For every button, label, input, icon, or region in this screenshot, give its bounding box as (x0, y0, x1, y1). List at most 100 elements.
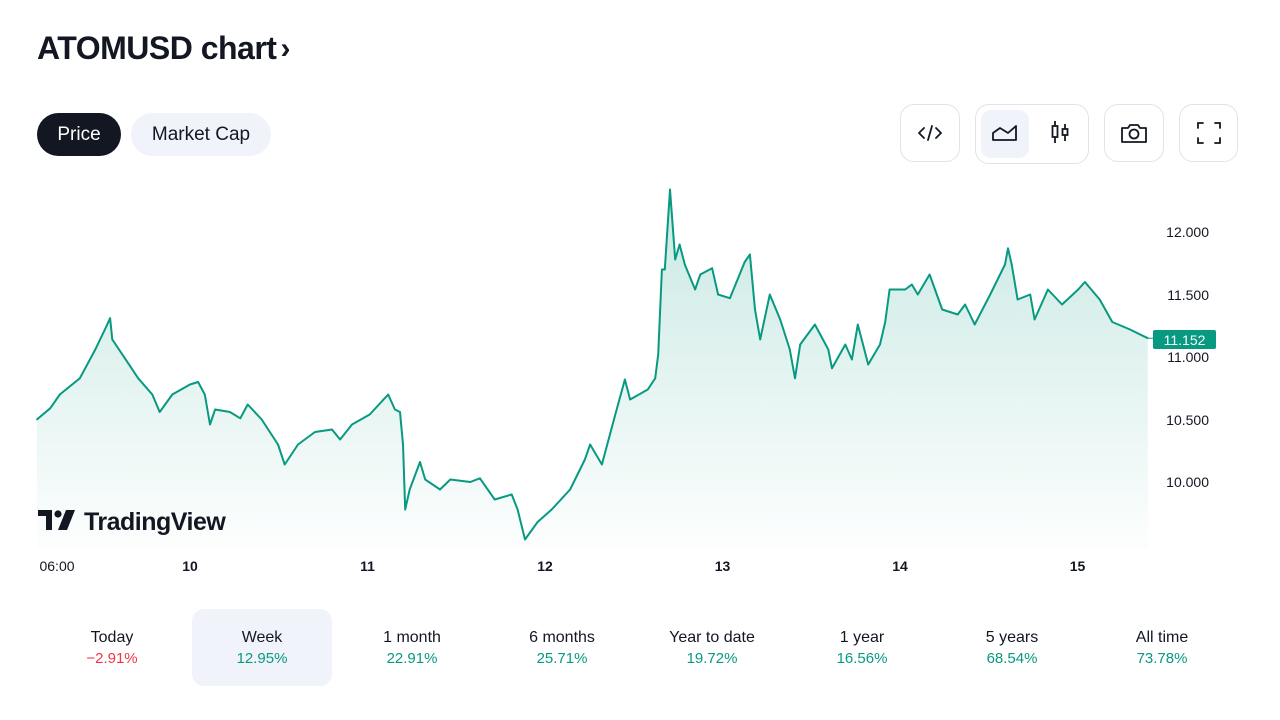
data-point (614, 413, 617, 416)
page-title[interactable]: ATOMUSD chart › (37, 30, 290, 67)
period-label: 1 month (383, 628, 441, 646)
period-6-months[interactable]: 6 months 25.71% (492, 609, 632, 686)
data-point (1129, 328, 1131, 331)
price-area-fill (36, 189, 1148, 548)
period-label: Week (241, 628, 283, 646)
period-year-to-date[interactable]: Year to date 19.72% (642, 609, 782, 686)
data-point (669, 188, 671, 191)
time-tick-label: 10 (182, 558, 198, 574)
data-point (799, 343, 801, 346)
data-point (654, 377, 656, 380)
data-point (424, 478, 426, 481)
period-change: 19.72% (686, 649, 738, 667)
camera-icon (1119, 119, 1149, 147)
data-point (1047, 288, 1049, 291)
data-point (1084, 281, 1086, 283)
data-point (402, 443, 404, 446)
data-point (956, 313, 959, 316)
period-1-month[interactable]: 1 month 22.91% (342, 609, 482, 686)
period-label: Year to date (669, 628, 755, 646)
period-all-time[interactable]: All time 73.78% (1092, 609, 1232, 686)
data-point (368, 413, 371, 416)
time-tick-label: 15 (1069, 558, 1086, 574)
tradingview-logo-icon (38, 508, 76, 537)
last-price-tag: 11.152 (1153, 330, 1216, 349)
data-point (589, 443, 591, 446)
screenshot-button[interactable] (1104, 104, 1164, 162)
data-point (137, 377, 140, 380)
data-point (674, 258, 676, 261)
data-point (694, 288, 696, 291)
price-chart[interactable] (0, 170, 1280, 590)
time-tick-label: 13 (714, 558, 731, 574)
period-week[interactable]: Week 12.95% (192, 609, 332, 686)
data-point (469, 481, 472, 483)
data-point (749, 253, 751, 256)
data-point (678, 243, 681, 246)
embed-button[interactable] (900, 104, 960, 162)
data-point (789, 348, 791, 351)
time-tick-label: 11 (360, 558, 375, 574)
fullscreen-button[interactable] (1179, 104, 1238, 162)
area-chart-icon (990, 118, 1020, 151)
data-point (214, 408, 216, 411)
period-change: 12.95% (236, 649, 288, 667)
data-point (759, 338, 762, 341)
fullscreen-icon (1195, 119, 1223, 147)
data-point (911, 283, 913, 286)
data-point (928, 273, 931, 276)
data-point (246, 403, 249, 406)
data-point (827, 348, 830, 351)
candlestick-chart-button[interactable] (1036, 110, 1084, 158)
data-point (283, 463, 286, 466)
tab-market-cap[interactable]: Market Cap (131, 113, 271, 156)
data-point (158, 411, 161, 413)
period-5-years[interactable]: 5 years 68.54% (942, 609, 1082, 686)
data-point (629, 398, 631, 401)
data-point (729, 297, 731, 300)
area-chart-button[interactable] (981, 110, 1029, 158)
data-point (536, 521, 539, 523)
data-point (699, 273, 702, 276)
data-point (331, 428, 333, 431)
period-change: 68.54% (986, 649, 1038, 667)
data-point (754, 308, 756, 311)
data-point (743, 261, 746, 263)
data-point (49, 407, 52, 410)
data-point (209, 423, 211, 426)
time-tick-label: 14 (892, 558, 908, 574)
data-point (493, 498, 496, 501)
data-point (387, 393, 390, 396)
data-point (879, 343, 881, 346)
data-point (189, 383, 191, 386)
data-point (1111, 321, 1114, 323)
data-point (647, 388, 649, 391)
embed-code-icon (916, 119, 944, 147)
data-point (1061, 303, 1063, 306)
period-today[interactable]: Today −2.91% (42, 609, 182, 686)
tab-price[interactable]: Price (37, 113, 121, 156)
data-point (36, 418, 38, 421)
data-point (851, 358, 853, 361)
tradingview-logo[interactable]: TradingView (38, 508, 226, 537)
price-tick-label: 10.500 (1166, 411, 1209, 428)
data-point (277, 443, 279, 446)
data-point (404, 508, 407, 511)
data-point (1016, 298, 1019, 301)
data-point (111, 338, 114, 341)
data-point (964, 303, 966, 306)
period-change: 25.71% (536, 649, 588, 667)
data-point (769, 293, 771, 296)
data-point (717, 293, 719, 296)
data-point (1029, 293, 1031, 296)
candlestick-chart-icon (1048, 118, 1072, 151)
data-point (351, 423, 353, 426)
data-point (94, 348, 97, 351)
data-point (916, 293, 919, 296)
data-point (683, 263, 686, 266)
data-point (203, 393, 206, 396)
data-point (394, 408, 396, 411)
data-point (104, 328, 106, 331)
period-1-year[interactable]: 1 year 16.56% (792, 609, 932, 686)
page-title-text: ATOMUSD chart (37, 30, 277, 66)
